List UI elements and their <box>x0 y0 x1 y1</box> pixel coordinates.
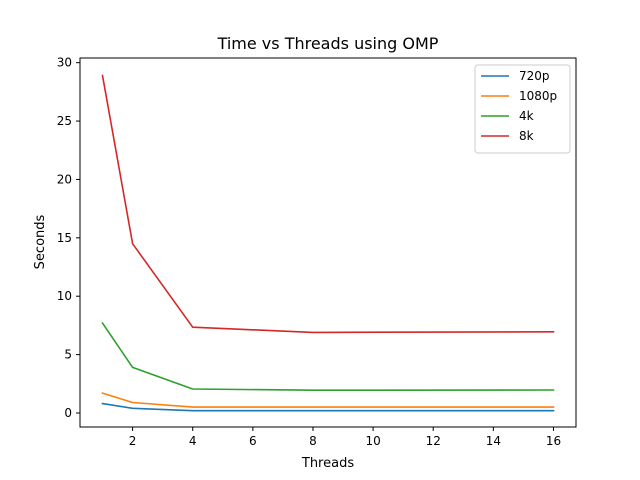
y-tick-label: 20 <box>57 172 72 186</box>
plot-area-frame <box>79 57 577 428</box>
legend-label-4k: 4k <box>519 109 534 123</box>
y-tick-label: 30 <box>57 56 72 70</box>
x-tick-label: 6 <box>249 434 257 448</box>
chart-title: Time vs Threads using OMP <box>217 34 439 53</box>
x-tick-label: 12 <box>426 434 441 448</box>
y-tick-label: 5 <box>64 348 72 362</box>
y-tick-label: 25 <box>57 114 72 128</box>
x-tick-label: 4 <box>189 434 197 448</box>
x-tick-label: 2 <box>129 434 137 448</box>
x-tick-label: 10 <box>365 434 380 448</box>
series-line-8k <box>101 74 555 334</box>
series-line-1080p <box>101 392 555 408</box>
x-axis-label: Threads <box>301 456 354 471</box>
x-tick-label: 16 <box>546 434 561 448</box>
series-line-720p <box>101 402 555 412</box>
legend-label-8k: 8k <box>519 129 534 143</box>
y-tick-label: 10 <box>57 289 72 303</box>
y-tick-label: 15 <box>57 231 72 245</box>
x-tick-label: 8 <box>309 434 317 448</box>
legend-label-720p: 720p <box>519 69 550 83</box>
series-line-4k <box>101 321 555 392</box>
y-tick-label: 0 <box>64 406 72 420</box>
legend: 720p 1080p 4k 8k <box>474 64 571 154</box>
legend-label-1080p: 1080p <box>519 89 557 103</box>
legend-frame <box>474 64 571 154</box>
y-axis-label: Seconds <box>33 214 48 269</box>
x-tick-label: 14 <box>486 434 501 448</box>
